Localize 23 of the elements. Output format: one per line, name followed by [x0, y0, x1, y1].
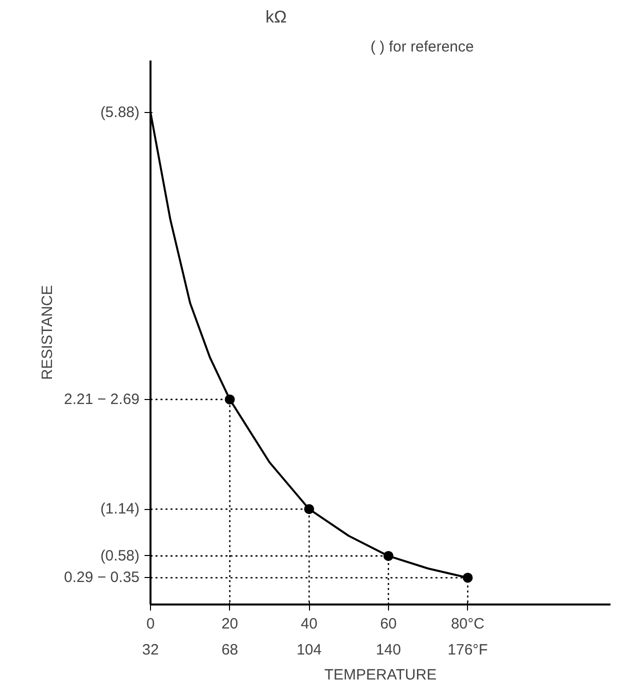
- y-tick-label: (0.58): [100, 547, 140, 564]
- x-tick-label: 0: [146, 616, 155, 632]
- y-tick-label: (1.14): [100, 500, 140, 518]
- text: ( ) for reference: [370, 38, 474, 56]
- x2-tick-label: 104: [296, 642, 322, 658]
- x-tick-label: 80°C: [450, 616, 485, 632]
- y-tick-label: (5.88): [100, 104, 140, 121]
- y-tick-label: 0.29 − 0.35: [64, 569, 140, 586]
- point: [462, 572, 473, 583]
- point: [304, 504, 314, 514]
- x2-tick-label: 176°F: [448, 642, 488, 658]
- x2-tick-label: 68: [221, 642, 238, 658]
- y-tick-label: 2.21 − 2.69: [64, 390, 140, 408]
- x-tick-label: 20: [221, 616, 238, 632]
- y-axis-title: RESISTANCE: [39, 285, 56, 380]
- point: [224, 394, 235, 404]
- x-axis-title: TEMPERATURE: [324, 666, 437, 684]
- x2-tick-label: 140: [376, 642, 401, 658]
- x-tick-label: 60: [380, 616, 397, 632]
- x-tick-label: 40: [300, 616, 318, 632]
- point: [383, 550, 394, 561]
- x2-tick-label: 32: [142, 642, 159, 658]
- text: kΩ: [266, 8, 287, 26]
